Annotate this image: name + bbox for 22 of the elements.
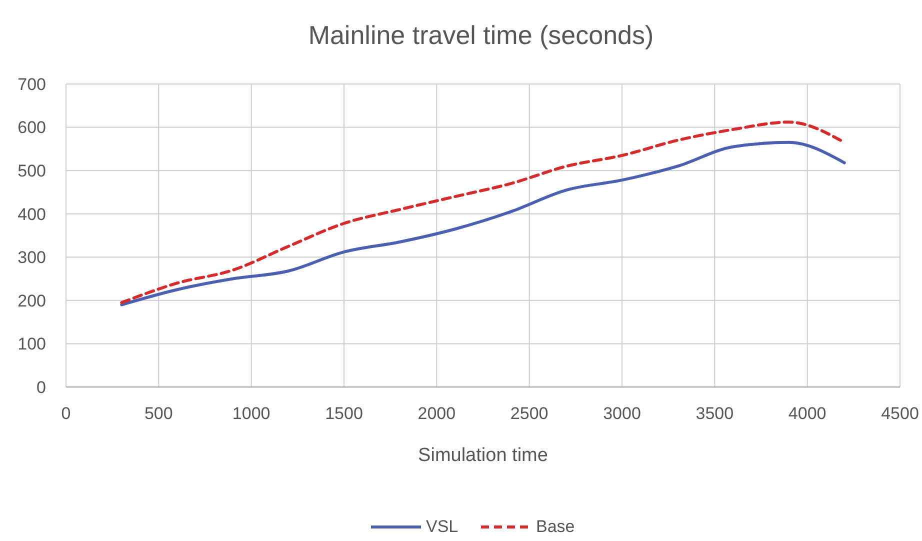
x-tick-label: 4000 [788,404,826,423]
y-tick-label: 100 [18,334,46,354]
x-tick-label: 3000 [603,404,641,423]
y-tick-label: 500 [18,162,46,181]
x-tick-label: 500 [144,404,173,423]
y-tick-label: 300 [18,248,46,268]
x-tick-label: 1000 [232,404,270,423]
legend-label: VSL [426,517,458,536]
x-tick-label: 3500 [696,404,734,423]
y-tick-label: 0 [36,378,46,397]
x-tick-label: 4500 [881,404,919,423]
x-tick-label: 2000 [418,404,456,423]
y-tick-label: 700 [18,74,46,94]
y-tick-label: 600 [18,118,46,138]
x-tick-label: 2500 [510,404,548,423]
legend-label: Base [536,517,575,536]
x-tick-label: 1500 [325,404,363,423]
y-tick-label: 400 [18,204,46,224]
x-tick-label: 0 [61,404,71,423]
y-tick-label: 200 [18,291,46,310]
chart-title: Mainline travel time (seconds) [308,20,654,50]
x-axis-title: Simulation time [418,445,548,466]
